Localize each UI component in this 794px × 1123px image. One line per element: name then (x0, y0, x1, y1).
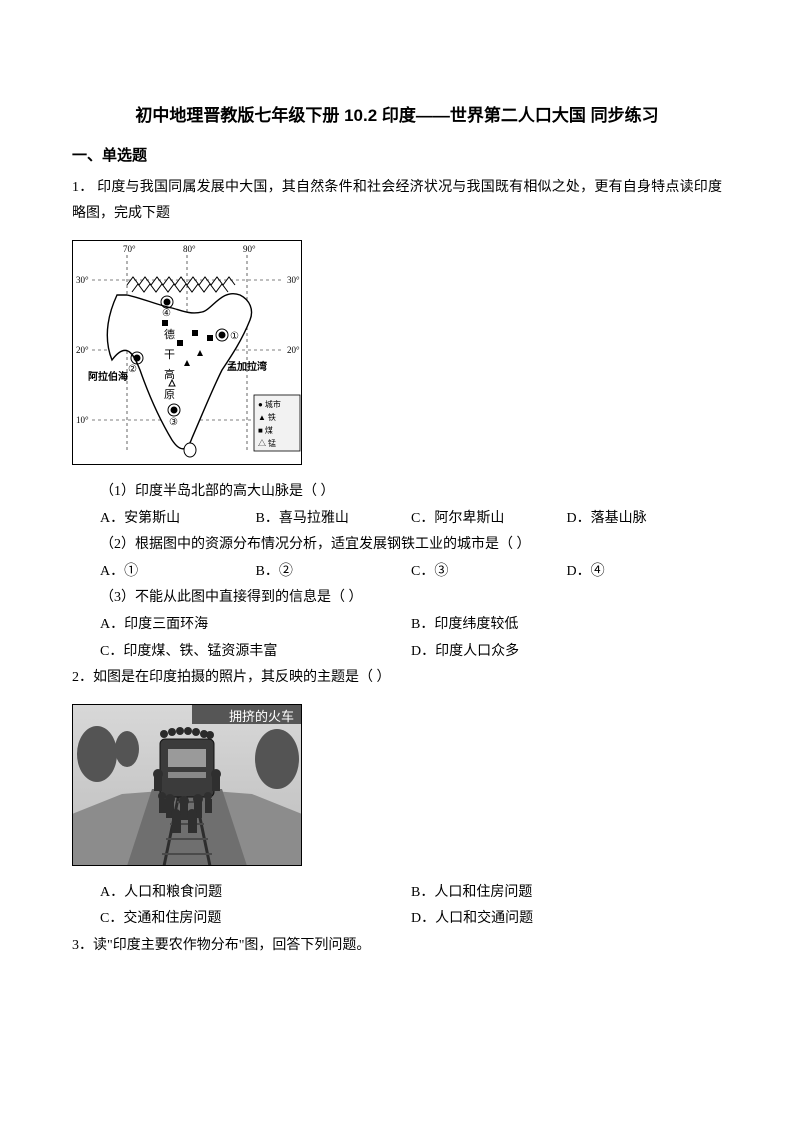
q1-stem: 1． 印度与我国同属发展中大国，其自然条件和社会经济状况与我国既有相似之处，更有… (72, 175, 722, 228)
q1-1-opt-a[interactable]: A．安第斯山 (100, 506, 256, 533)
lon-label: 80° (183, 244, 196, 254)
q1-1-options: A．安第斯山 B．喜马拉雅山 C．阿尔卑斯山 D．落基山脉 (72, 506, 722, 533)
lat-label: 20° (287, 345, 300, 355)
legend-item: △ 锰 (258, 438, 276, 448)
plateau-label: 原 (164, 389, 175, 401)
city-marker-1: ① (230, 331, 239, 342)
q1-3-options-row2: C．印度煤、铁、锰资源丰富 D．印度人口众多 (72, 639, 722, 666)
lat-label: 30° (76, 275, 89, 285)
q1-map-figure: 70° 80° 90° 30° 20° 10° 30° 20° 10° (72, 240, 722, 465)
q1-2-options: A．① B．② C．③ D．④ (72, 559, 722, 586)
q1-2: （2）根据图中的资源分布情况分析，适宜发展钢铁工业的城市是（ ） (72, 532, 722, 559)
legend-item: ● 城市 (258, 399, 281, 409)
q1-2-opt-c[interactable]: C．③ (411, 559, 567, 586)
q2-opt-a[interactable]: A．人口和粮食问题 (100, 880, 411, 907)
q3-stem: 3．读"印度主要农作物分布"图，回答下列问题。 (72, 933, 722, 960)
q1-3-opt-d[interactable]: D．印度人口众多 (411, 639, 722, 666)
legend-item: ▲ 铁 (258, 412, 276, 422)
photo-caption: 拥挤的火车 (229, 705, 294, 730)
q2-opt-d[interactable]: D．人口和交通问题 (411, 906, 722, 933)
q2-stem: 2．如图是在印度拍摄的照片，其反映的主题是（ ） (72, 665, 722, 692)
q1-1: （1）印度半岛北部的高大山脉是（ ） (72, 479, 722, 506)
page-title: 初中地理晋教版七年级下册 10.2 印度——世界第二人口大国 同步练习 (72, 100, 722, 132)
q1-3-opt-c[interactable]: C．印度煤、铁、锰资源丰富 (100, 639, 411, 666)
q1-3-opt-b[interactable]: B．印度纬度较低 (411, 612, 722, 639)
city-marker-3: ③ (169, 417, 178, 428)
q2-opt-c[interactable]: C．交通和住房问题 (100, 906, 411, 933)
plateau-label: 干 (164, 349, 175, 361)
city-marker-4: ④ (162, 308, 171, 319)
lat-label: 20° (76, 345, 89, 355)
q2-opt-b[interactable]: B．人口和住房问题 (411, 880, 722, 907)
q1-3-opt-a[interactable]: A．印度三面环海 (100, 612, 411, 639)
lon-label: 70° (123, 244, 136, 254)
sea-left-label: 阿拉伯海 (88, 370, 128, 383)
lat-label: 30° (287, 275, 300, 285)
q1-1-opt-c[interactable]: C．阿尔卑斯山 (411, 506, 567, 533)
q1-2-opt-a[interactable]: A．① (100, 559, 256, 586)
q1-3: （3）不能从此图中直接得到的信息是（ ） (72, 585, 722, 612)
india-map-svg: 70° 80° 90° 30° 20° 10° 30° 20° 10° (72, 240, 302, 465)
q1-2-opt-d[interactable]: D．④ (567, 559, 723, 586)
section-heading: 一、单选题 (72, 142, 722, 171)
q1-2-opt-b[interactable]: B．② (256, 559, 412, 586)
plateau-label: 高 (164, 367, 175, 381)
lon-label: 90° (243, 244, 256, 254)
q1-1-opt-b[interactable]: B．喜马拉雅山 (256, 506, 412, 533)
q1-3-options-row1: A．印度三面环海 B．印度纬度较低 (72, 612, 722, 639)
plateau-label: 德 (164, 327, 175, 341)
q2-options-row2: C．交通和住房问题 D．人口和交通问题 (72, 906, 722, 933)
q2-options-row1: A．人口和粮食问题 B．人口和住房问题 (72, 880, 722, 907)
q1-1-opt-d[interactable]: D．落基山脉 (567, 506, 723, 533)
legend-item: ■ 煤 (258, 425, 273, 435)
city-marker-2: ② (128, 364, 137, 375)
q2-photo-figure: 拥挤的火车 (72, 704, 302, 866)
sea-right-label: 孟加拉湾 (227, 360, 267, 373)
lat-label: 10° (76, 415, 89, 425)
